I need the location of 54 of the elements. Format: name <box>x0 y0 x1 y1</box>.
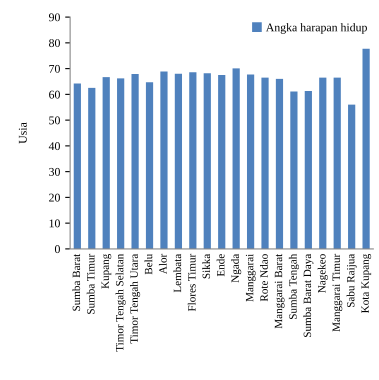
y-axis-title: Usia <box>18 122 27 144</box>
x-tick-label: Lembata <box>173 254 182 292</box>
bar <box>304 91 312 249</box>
x-tick-label: Kota Kupang <box>361 254 372 313</box>
bar <box>362 48 370 249</box>
y-tick-label: 70 <box>49 64 60 73</box>
x-tick-label: Timor Tengah Selatan <box>116 254 126 352</box>
x-tick-label: Manggarai Barat <box>274 254 285 328</box>
x-tick-label: Sumba Tengah <box>288 254 299 320</box>
x-tick-label: Sabu Raijua <box>346 254 357 308</box>
x-tick-label: Sumba Timur <box>86 254 95 314</box>
bar <box>174 74 182 249</box>
x-tick-label: Rote Ndao <box>260 254 268 302</box>
y-tick-label: 80 <box>49 39 60 48</box>
bar <box>261 78 269 249</box>
bar <box>319 78 326 249</box>
bar <box>74 84 81 249</box>
y-tick-label: 40 <box>48 142 60 150</box>
x-tick-label: Belu <box>144 254 152 274</box>
x-tick-label: Alor <box>158 254 167 274</box>
x-tick-label: Manggarai <box>246 254 256 302</box>
x-tick-label: Manggarai Timur <box>332 254 342 332</box>
x-tick-label: Ngada <box>231 254 242 282</box>
x-tick-label: Sumba Barat Daya <box>303 254 314 337</box>
bar <box>246 74 254 249</box>
y-tick-label: 60 <box>49 90 60 99</box>
bar <box>88 88 96 249</box>
bar <box>131 74 139 249</box>
bar <box>276 78 284 249</box>
bar <box>189 72 196 249</box>
x-tick-label: Kupang <box>102 254 112 289</box>
bar <box>218 75 226 249</box>
y-tick-label: 10 <box>50 219 60 228</box>
x-tick-label: Sumba Barat <box>72 254 80 311</box>
x-tick-label: Sikka <box>202 254 210 278</box>
legend-label: Angka harapan hidup <box>266 23 367 34</box>
bar <box>232 68 240 249</box>
y-tick-label: 30 <box>49 168 60 176</box>
bar <box>117 78 124 249</box>
y-tick-label: 20 <box>49 194 60 202</box>
bar <box>160 71 168 249</box>
x-tick-label: Timor Tengah Utara <box>130 254 140 344</box>
bar <box>290 92 298 249</box>
y-tick-label: 0 <box>54 245 60 254</box>
x-tick-label: Ende <box>216 254 224 276</box>
bar <box>146 82 154 249</box>
y-tick-label: 50 <box>49 116 60 124</box>
y-tick-label: 90 <box>48 13 60 22</box>
bar <box>102 77 110 249</box>
bar <box>334 78 341 249</box>
bar <box>348 104 356 249</box>
x-tick-label: Flores Timur <box>188 254 196 312</box>
x-tick-label: Nagekeo <box>318 254 328 293</box>
bar <box>204 73 211 249</box>
